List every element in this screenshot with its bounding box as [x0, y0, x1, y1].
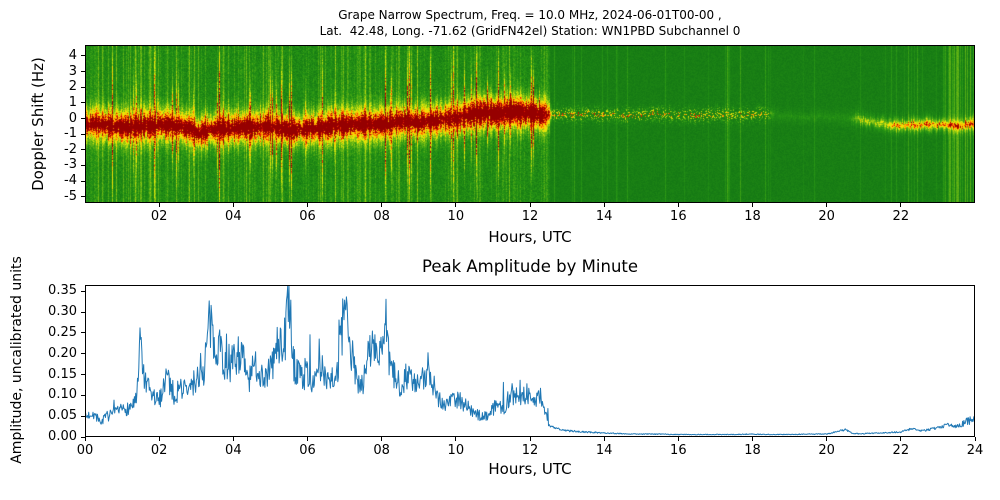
amplitude-x-tick-label: 00 [76, 443, 94, 458]
spectrogram-x-tick-label: 22 [892, 209, 910, 224]
spectrogram-y-tick-mark [81, 133, 85, 135]
amplitude-x-tick-label: 08 [373, 443, 390, 458]
amplitude-x-tick-label: 02 [150, 443, 168, 458]
amplitude-y-axis-label: Amplitude, uncalibrated units [9, 256, 25, 464]
amplitude-x-tick-mark [381, 437, 383, 441]
spectrogram-y-tick-label: 1 [68, 94, 77, 110]
amplitude-y-tick-label: 0.00 [48, 429, 77, 444]
spectrogram-x-tick-label: 12 [521, 209, 539, 224]
amplitude-x-tick-label: 14 [595, 443, 613, 458]
spectrogram-y-tick-mark [81, 86, 85, 88]
spectrogram-x-tick-mark [677, 203, 679, 207]
spectrogram-title-line2: Lat. 42.48, Long. -71.62 (GridFN42el) St… [319, 24, 741, 38]
amplitude-x-tick-mark [307, 437, 308, 441]
spectrogram-x-tick-label: 14 [595, 209, 613, 224]
spectrogram-y-tick-mark [81, 71, 85, 73]
spectrogram-x-tick-label: 04 [225, 209, 242, 224]
amplitude-x-tick-mark [900, 437, 902, 441]
amplitude-x-tick-label: 10 [447, 443, 465, 458]
spectrogram-y-axis-label: Doppler Shift (Hz) [29, 57, 47, 191]
amplitude-x-tick-label: 04 [225, 443, 242, 458]
spectrogram-y-tick-label: 4 [68, 47, 77, 63]
amplitude-x-tick-label: 06 [299, 443, 316, 458]
spectrogram-x-tick-mark [529, 203, 531, 207]
amplitude-y-tick-label: 0.25 [48, 324, 77, 340]
amplitude-x-tick-label: 22 [892, 443, 910, 458]
spectrogram-y-tick-label: -2 [64, 141, 77, 157]
amplitude-y-tick-mark [81, 436, 85, 438]
spectrogram-x-tick-mark [307, 203, 308, 207]
spectrogram-y-tick-mark [81, 102, 85, 104]
amplitude-x-axis-label: Hours, UTC [488, 460, 572, 478]
amplitude-y-tick-mark [81, 311, 85, 313]
spectrogram-y-tick-mark [81, 118, 85, 120]
amplitude-x-tick-mark [232, 437, 234, 441]
spectrogram-y-tick-mark [81, 164, 85, 166]
amplitude-x-tick-label: 20 [818, 443, 835, 458]
spectrogram-x-tick-label: 02 [150, 209, 168, 224]
spectrogram-x-tick-mark [826, 203, 828, 207]
amplitude-x-tick-mark [826, 437, 828, 441]
spectrogram-y-tick-mark [81, 196, 85, 198]
spectrogram-x-tick-label: 20 [818, 209, 835, 224]
spectrogram-y-tick-label: -5 [64, 188, 77, 204]
spectrogram-y-tick-label: -1 [64, 126, 77, 142]
spectrogram-x-tick-label: 08 [373, 209, 390, 224]
amplitude-x-tick-mark [455, 437, 457, 441]
amplitude-x-tick-mark [677, 437, 679, 441]
spectrogram-x-tick-mark [381, 203, 383, 207]
spectrogram-title-line1: Grape Narrow Spectrum, Freq. = 10.0 MHz,… [338, 8, 722, 22]
amplitude-y-tick-label: 0.20 [48, 345, 77, 361]
spectrogram-x-tick-mark [158, 203, 160, 207]
amplitude-y-tick-label: 0.35 [48, 283, 77, 299]
spectrogram-x-tick-mark [455, 203, 457, 207]
amplitude-x-tick-label: 16 [670, 443, 687, 458]
amplitude-y-tick-mark [81, 353, 85, 355]
amplitude-x-tick-mark [752, 437, 753, 441]
spectrogram-y-tick-label: -4 [64, 173, 77, 189]
amplitude-y-tick-label: 0.15 [48, 366, 77, 382]
amplitude-x-tick-label: 24 [966, 443, 984, 458]
amplitude-y-tick-label: 0.30 [48, 304, 77, 320]
amplitude-y-tick-mark [81, 332, 85, 334]
spectrogram-x-tick-mark [232, 203, 234, 207]
amplitude-x-tick-label: 12 [521, 443, 539, 458]
amplitude-x-tick-mark [603, 437, 605, 441]
amplitude-y-tick-mark [81, 290, 85, 292]
amplitude-x-tick-label: 18 [744, 443, 761, 458]
spectrogram-x-tick-mark [752, 203, 753, 207]
amplitude-y-tick-mark [81, 394, 85, 396]
spectrogram-x-tick-mark [603, 203, 605, 207]
amplitude-x-tick-mark [974, 437, 976, 441]
amplitude-y-tick-label: 0.05 [48, 408, 77, 424]
doppler-spectrogram-canvas [85, 45, 975, 203]
amplitude-x-tick-mark [84, 437, 86, 441]
spectrogram-x-tick-label: 06 [299, 209, 316, 224]
spectrogram-y-tick-mark [81, 180, 85, 182]
spectrogram-y-tick-label: 3 [68, 63, 77, 79]
amplitude-y-tick-label: 0.10 [48, 387, 77, 403]
spectrogram-y-tick-label: 0 [68, 110, 77, 126]
spectrogram-x-tick-label: 10 [447, 209, 465, 224]
spectrogram-y-tick-label: 2 [68, 79, 77, 95]
spectrogram-x-axis-label: Hours, UTC [488, 228, 572, 246]
spectrogram-x-tick-label: 18 [744, 209, 761, 224]
amplitude-x-tick-mark [529, 437, 531, 441]
amplitude-title: Peak Amplitude by Minute [421, 257, 639, 276]
amplitude-line-chart [85, 285, 975, 436]
amplitude-y-tick-mark [81, 374, 85, 376]
spectrogram-x-tick-mark [900, 203, 902, 207]
spectrogram-y-tick-label: -3 [64, 157, 77, 173]
spectrogram-x-tick-label: 16 [670, 209, 687, 224]
amplitude-line-path [85, 285, 975, 436]
spectrogram-y-tick-mark [81, 55, 85, 57]
amplitude-y-tick-mark [81, 415, 85, 417]
amplitude-x-tick-mark [158, 437, 160, 441]
spectrogram-y-tick-mark [81, 149, 85, 151]
